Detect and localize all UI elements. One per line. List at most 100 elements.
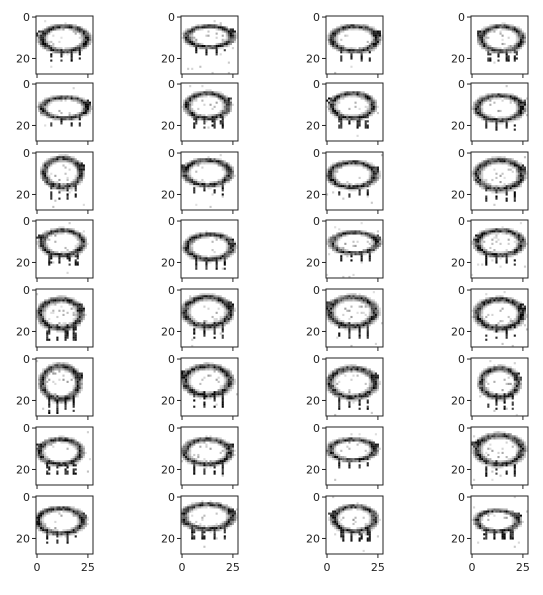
- pixel: [328, 244, 331, 247]
- pixel: [197, 299, 200, 302]
- pixel: [62, 49, 65, 52]
- pixel: [515, 174, 518, 177]
- pixel: [76, 261, 79, 264]
- pixel: [517, 116, 520, 119]
- pixel: [501, 299, 504, 302]
- pixel: [513, 307, 516, 310]
- pixel: [358, 332, 361, 335]
- pixel: [338, 120, 341, 123]
- pixel: [360, 253, 363, 256]
- pixel: [225, 242, 228, 245]
- pixel: [40, 372, 43, 375]
- pixel: [491, 228, 494, 231]
- pixel: [515, 95, 518, 98]
- pixel: [197, 259, 200, 262]
- pixel: [233, 246, 237, 250]
- pixel: [519, 244, 522, 247]
- pixel: [80, 238, 83, 241]
- pixel: [481, 116, 484, 119]
- pixel: [221, 297, 224, 300]
- pixel: [352, 295, 355, 298]
- y-tick-label: 20: [451, 52, 465, 65]
- pixel: [499, 97, 502, 100]
- pixel: [366, 124, 369, 127]
- pixel: [215, 257, 218, 260]
- pixel: [38, 107, 41, 110]
- pixel: [187, 170, 190, 173]
- pixel: [525, 114, 529, 117]
- pixel: [505, 297, 508, 300]
- pixel: [199, 255, 202, 258]
- pixel: [511, 230, 514, 233]
- pixel: [376, 234, 379, 237]
- pixel: [360, 55, 363, 58]
- pixel: [497, 328, 500, 331]
- pixel: [493, 101, 496, 104]
- pixel: [483, 181, 486, 184]
- pixel: [511, 189, 514, 192]
- pixel: [336, 185, 339, 188]
- pixel: [497, 120, 500, 123]
- pixel: [475, 183, 478, 186]
- pixel: [54, 28, 57, 31]
- pixel: [48, 103, 51, 106]
- pixel: [211, 45, 214, 48]
- pixel: [499, 257, 502, 260]
- pixel: [231, 168, 234, 171]
- pixel: [380, 240, 384, 243]
- pixel: [50, 328, 53, 331]
- pixel: [227, 181, 230, 184]
- pixel: [205, 255, 208, 258]
- pixel: [483, 253, 486, 256]
- pixel: [356, 118, 359, 121]
- pixel: [489, 26, 492, 29]
- pixel: [70, 230, 73, 233]
- pixel: [328, 99, 331, 102]
- pixel: [231, 311, 234, 314]
- pixel: [507, 228, 510, 231]
- pixel: [368, 311, 371, 314]
- pixel: [217, 322, 220, 325]
- pixel: [503, 120, 506, 123]
- pixel: [181, 244, 184, 247]
- pixel: [231, 251, 234, 254]
- pixel: [497, 109, 500, 113]
- pixel: [501, 118, 504, 121]
- pixel: [511, 158, 514, 161]
- pixel: [493, 49, 496, 52]
- pixel: [330, 313, 333, 316]
- y-tick-label: 20: [451, 256, 465, 269]
- pixel: [205, 297, 208, 300]
- pixel: [68, 297, 71, 300]
- pixel: [374, 45, 377, 48]
- pixel: [64, 336, 67, 339]
- pixel: [344, 160, 347, 163]
- pixel: [217, 95, 220, 98]
- pixel: [326, 309, 329, 312]
- pixel: [221, 162, 224, 165]
- pixel: [344, 307, 347, 310]
- pixel: [515, 101, 518, 104]
- pixel: [330, 99, 333, 102]
- pixel: [374, 318, 377, 321]
- pixel: [50, 297, 53, 300]
- pixel: [378, 170, 382, 173]
- pixel: [207, 162, 210, 165]
- image-panel-21: 020: [16, 353, 94, 420]
- pixel: [40, 109, 43, 113]
- pixel: [495, 259, 498, 262]
- pixel: [86, 242, 89, 245]
- pixel: [52, 158, 55, 161]
- pixel: [491, 95, 494, 98]
- pixel: [483, 101, 486, 104]
- pixel: [495, 128, 498, 131]
- pixel: [356, 116, 359, 119]
- pixel: [521, 40, 524, 43]
- pixel: [225, 36, 228, 39]
- pixel: [515, 99, 518, 102]
- pixel: [517, 118, 520, 121]
- pixel: [521, 38, 524, 41]
- pixel: [485, 232, 488, 235]
- pixel: [521, 234, 524, 237]
- pixel: [374, 178, 377, 182]
